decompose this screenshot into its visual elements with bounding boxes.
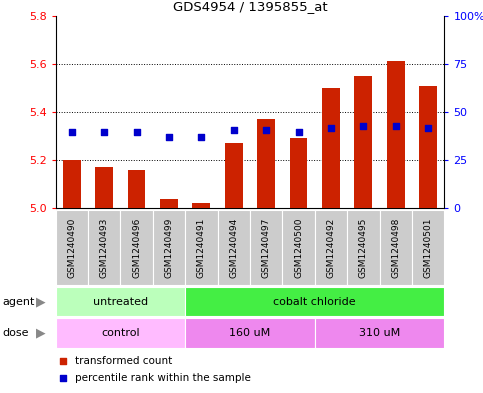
Point — [68, 129, 76, 136]
Bar — [56, 318, 185, 348]
Text: control: control — [101, 328, 140, 338]
Text: GSM1240496: GSM1240496 — [132, 217, 141, 278]
Bar — [355, 76, 372, 208]
Point — [392, 123, 399, 130]
Bar — [56, 210, 88, 285]
Point — [59, 375, 67, 381]
Bar — [153, 210, 185, 285]
Point — [133, 129, 141, 136]
Point — [100, 129, 108, 136]
Bar — [88, 210, 120, 285]
Bar — [185, 287, 444, 316]
Text: dose: dose — [2, 328, 29, 338]
Point — [295, 129, 302, 136]
Bar — [160, 198, 178, 208]
Text: GSM1240497: GSM1240497 — [262, 217, 270, 278]
Text: GSM1240493: GSM1240493 — [99, 217, 109, 278]
Bar — [347, 210, 380, 285]
Text: GSM1240495: GSM1240495 — [359, 217, 368, 278]
Text: GSM1240501: GSM1240501 — [424, 217, 433, 278]
Text: 310 uM: 310 uM — [359, 328, 400, 338]
Bar — [95, 167, 113, 208]
Text: GSM1240498: GSM1240498 — [391, 217, 400, 278]
Text: ▶: ▶ — [36, 327, 46, 340]
Point — [262, 127, 270, 133]
Bar — [185, 318, 315, 348]
Text: ▶: ▶ — [36, 295, 46, 308]
Bar — [257, 119, 275, 208]
Bar — [217, 210, 250, 285]
Bar — [250, 210, 283, 285]
Text: agent: agent — [2, 297, 35, 307]
Text: percentile rank within the sample: percentile rank within the sample — [75, 373, 251, 383]
Text: GSM1240491: GSM1240491 — [197, 217, 206, 278]
Bar — [120, 210, 153, 285]
Bar — [322, 88, 340, 208]
Text: cobalt chloride: cobalt chloride — [273, 297, 356, 307]
Text: GSM1240500: GSM1240500 — [294, 217, 303, 278]
Bar — [290, 138, 308, 208]
Point — [359, 123, 367, 130]
Bar — [225, 143, 242, 208]
Bar — [192, 204, 210, 208]
Text: untreated: untreated — [93, 297, 148, 307]
Text: GSM1240494: GSM1240494 — [229, 217, 238, 278]
Bar — [412, 210, 444, 285]
Bar — [63, 160, 81, 208]
Point — [424, 125, 432, 131]
Point — [230, 127, 238, 133]
Title: GDS4954 / 1395855_at: GDS4954 / 1395855_at — [172, 0, 327, 13]
Text: GSM1240490: GSM1240490 — [67, 217, 76, 278]
Bar — [128, 170, 145, 208]
Bar — [56, 287, 185, 316]
Bar — [315, 210, 347, 285]
Text: 160 uM: 160 uM — [229, 328, 270, 338]
Bar — [380, 210, 412, 285]
Point — [198, 134, 205, 140]
Bar — [185, 210, 217, 285]
Bar — [315, 318, 444, 348]
Text: GSM1240492: GSM1240492 — [327, 217, 336, 278]
Point — [165, 134, 173, 140]
Bar — [387, 61, 405, 208]
Bar — [283, 210, 315, 285]
Point — [59, 358, 67, 364]
Bar — [419, 86, 437, 208]
Point — [327, 125, 335, 131]
Text: GSM1240499: GSM1240499 — [164, 217, 173, 278]
Text: transformed count: transformed count — [75, 356, 172, 366]
